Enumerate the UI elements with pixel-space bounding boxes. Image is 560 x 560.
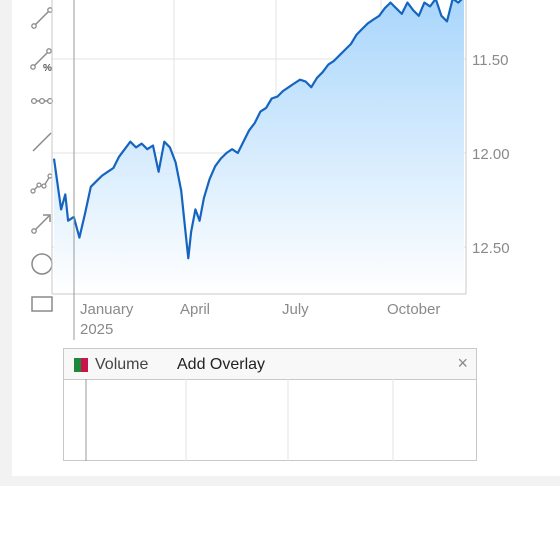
close-volume-button[interactable]: ×: [457, 353, 468, 373]
percent-line-tool[interactable]: %: [26, 46, 58, 74]
volume-panel-header: Volume Add Overlay ×: [63, 348, 477, 380]
x-tick-label: April: [180, 301, 210, 318]
arrow-line-tool[interactable]: [26, 209, 58, 237]
y-tick-label: 12.50: [472, 240, 510, 257]
price-area-fill: [54, 0, 464, 294]
y-tick-label: 12.00: [472, 146, 510, 163]
app-frame: %: [0, 0, 560, 486]
price-chart[interactable]: 12.50 12.00 11.50 January 2025 April July Octo…: [12, 0, 560, 340]
svg-text:%: %: [43, 63, 52, 73]
horizontal-segment-icon: [30, 97, 54, 105]
x-tick-year-label: 2025: [80, 321, 113, 338]
polyline-tool[interactable]: [26, 169, 58, 197]
volume-label[interactable]: Volume: [95, 356, 149, 373]
volume-pane: [63, 379, 477, 461]
y-axis-labels: 12.50 12.00 11.50: [472, 52, 510, 257]
add-overlay-button[interactable]: Add Overlay: [177, 356, 266, 373]
line-tool[interactable]: [26, 128, 58, 156]
x-axis-labels: January 2025 April July October: [80, 301, 440, 338]
volume-color-swatch: [74, 358, 88, 372]
x-tick-label: October: [387, 301, 440, 318]
rectangle-tool[interactable]: [26, 290, 58, 318]
price-chart-svg: 12.50 12.00 11.50 January 2025 April July Octo…: [51, 0, 510, 340]
polyline-icon: [30, 173, 53, 194]
arrow-line-icon: [31, 214, 51, 234]
drawing-toolbar: %: [12, 0, 72, 330]
percent-line-icon: %: [30, 48, 52, 73]
rectangle-icon: [31, 296, 53, 312]
horizontal-segment-tool[interactable]: [26, 87, 58, 115]
x-tick-label: July: [282, 301, 309, 318]
chart-card: %: [12, 0, 560, 476]
price-line: [52, 0, 463, 260]
x-tick-label: January: [80, 301, 134, 318]
y-tick-label: 11.50: [472, 52, 508, 69]
line-icon: [32, 132, 52, 152]
